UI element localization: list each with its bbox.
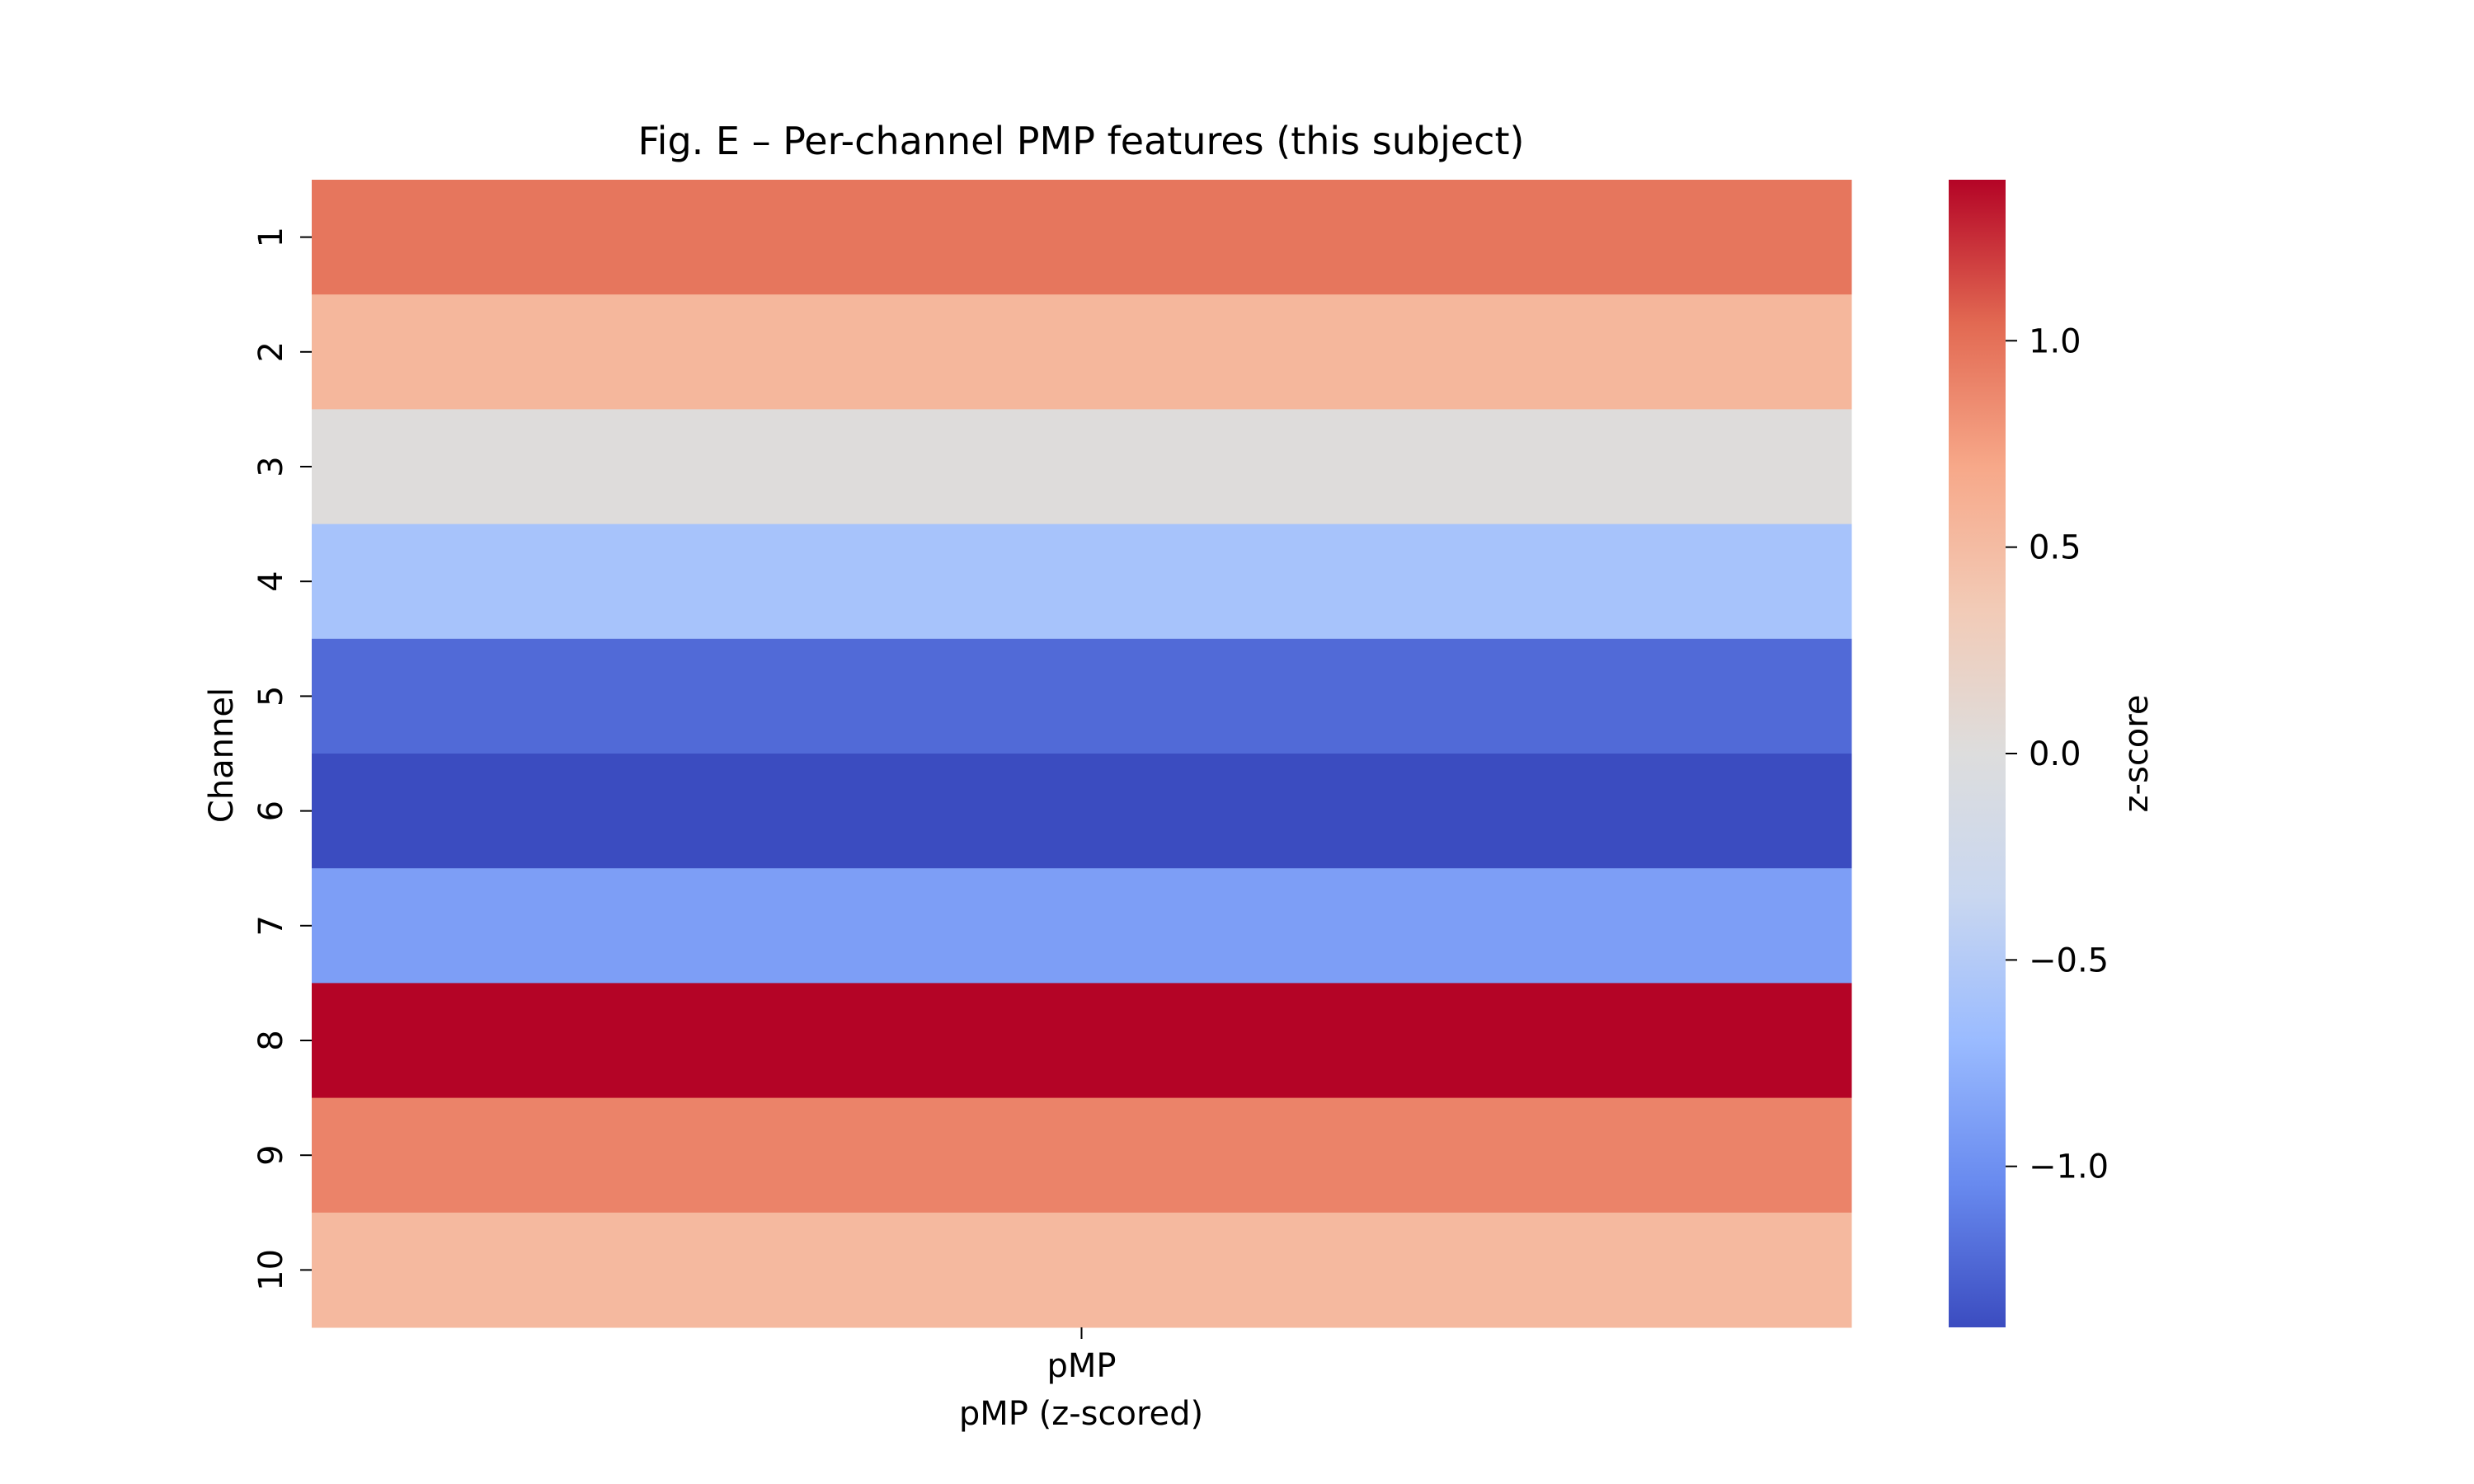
colorbar-label: z-score (2118, 695, 2156, 813)
x-axis-ticks: pMP (1047, 1327, 1117, 1385)
y-tick-label: 6 (252, 801, 290, 821)
colorbar-tick-label: 1.0 (2029, 322, 2081, 360)
y-tick-label: 3 (252, 456, 290, 477)
colorbar (1949, 180, 2006, 1327)
y-tick-label: 1 (252, 227, 290, 247)
colorbar-tick-label: −0.5 (2029, 942, 2109, 979)
colorbar-tick-label: −1.0 (2029, 1148, 2109, 1186)
x-axis-label: pMP (z-scored) (959, 1395, 1203, 1433)
heatmap-cell (312, 524, 1852, 640)
y-tick-label: 9 (252, 1144, 290, 1165)
y-axis-label: Channel (203, 688, 241, 823)
heatmap-cells (312, 180, 1852, 1328)
heatmap-cell (312, 180, 1852, 295)
heatmap-cell (312, 1212, 1852, 1328)
y-axis-ticks: 1 2 3 4 5 6 7 8 9 10 (252, 227, 312, 1291)
heatmap-cell (312, 1097, 1852, 1214)
chart-title: Fig. E – Per-channel PMP features (this … (638, 119, 1525, 163)
y-tick-label: 8 (252, 1030, 290, 1050)
heatmap-cell (312, 868, 1852, 984)
x-tick-label: pMP (1047, 1347, 1116, 1385)
heatmap-cell (312, 638, 1852, 754)
heatmap-cell (312, 754, 1852, 869)
y-tick-label: 7 (252, 915, 290, 936)
y-tick-label: 5 (252, 686, 290, 707)
colorbar-tick-label: 0.5 (2029, 529, 2081, 567)
y-tick-label: 2 (252, 341, 290, 362)
heatmap-cell (312, 409, 1852, 525)
heatmap-cell (312, 983, 1852, 1099)
colorbar-ticks: 1.0 0.5 0.0 −0.5 −1.0 (2006, 322, 2109, 1186)
colorbar-tick-label: 0.0 (2029, 735, 2081, 773)
y-tick-label: 4 (252, 571, 290, 591)
y-tick-label: 10 (252, 1249, 290, 1291)
heatmap-cell (312, 294, 1852, 410)
